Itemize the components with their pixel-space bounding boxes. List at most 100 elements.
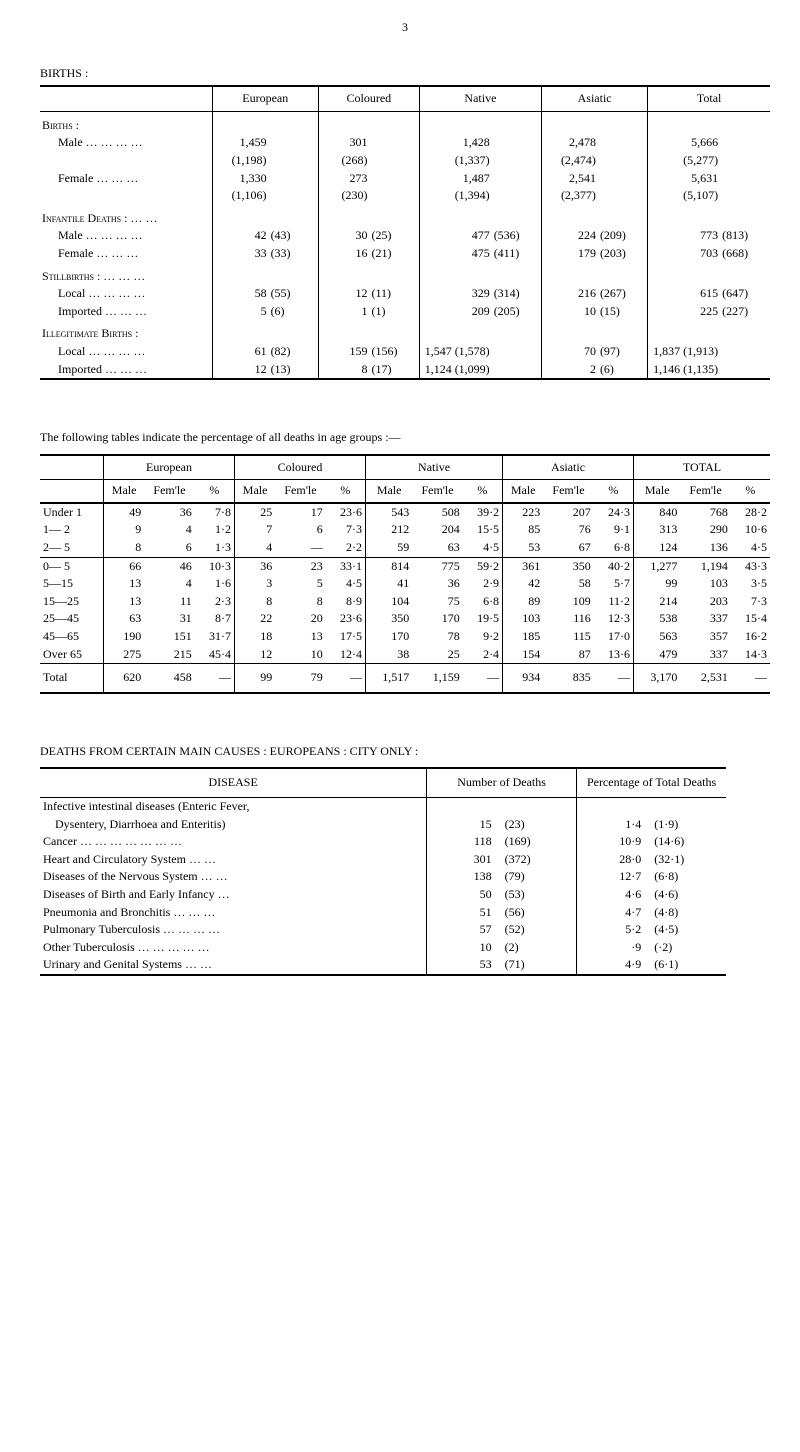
cell: 79 [275,664,325,693]
cell-value: 5,631 [648,170,722,188]
cell: 190 [104,628,145,646]
subcol-%: % [594,480,634,503]
cell: 620 [104,664,145,693]
cell: 3 [235,575,276,593]
col-number-deaths: Number of Deaths [427,768,577,797]
cell: 63 [412,539,462,557]
cell: 8 [275,593,325,611]
cell-paren [494,361,542,380]
disease-name: Diseases of Birth and Early Infancy … [40,886,427,904]
cell-value: 159 [318,343,371,361]
cell: 5 [275,575,325,593]
cell: 212 [366,521,413,539]
cell-paren: (43) [271,227,319,245]
pct-deaths-paren: (6·1) [651,956,726,975]
disease-name: Dysentery, Diarrhoea and Enteritis) [40,816,427,834]
cell: 24·3 [594,503,634,522]
cell-paren: (668) [722,245,770,263]
cell: 36 [235,557,276,575]
cell-value: (2,474) [542,152,600,170]
cell: 14·3 [731,646,770,664]
age-row-label: Over 65 [40,646,104,664]
cell: 23 [275,557,325,575]
cell: 23·6 [326,503,366,522]
cell: 8·9 [326,593,366,611]
group-header: Stillbirths : … … … [40,263,212,286]
cell-value: 209 [419,303,493,321]
num-deaths: 301 [427,851,502,869]
cell: 17·0 [594,628,634,646]
cell: 275 [104,646,145,664]
cell-paren [722,187,770,205]
subcol-fem'le: Fem'le [275,480,325,503]
cell: 49 [104,503,145,522]
pct-deaths: 5·2 [576,921,651,939]
cell: 58 [543,575,593,593]
num-deaths-paren: (2) [502,939,577,957]
age-row-label: 5—15 [40,575,104,593]
cell: 9·2 [463,628,503,646]
cell: 11·2 [594,593,634,611]
cell: 934 [503,664,544,693]
cell: 59·2 [463,557,503,575]
num-deaths-paren: (56) [502,904,577,922]
num-deaths-paren: (79) [502,868,577,886]
cell: 13 [275,628,325,646]
block-total: TOTAL [634,455,770,480]
section-label-deaths-causes: DEATHS FROM CERTAIN MAIN CAUSES : EUROPE… [40,744,770,760]
cell-value: 225 [648,303,722,321]
group-header: Illegitimate Births : [40,320,212,343]
cell: 6·8 [594,539,634,557]
row-label [40,187,199,205]
cell: 99 [634,575,681,593]
page-number: 3 [40,20,770,36]
cell: 4·5 [326,575,366,593]
cell: 46 [144,557,194,575]
pct-deaths: ·9 [576,939,651,957]
num-deaths [427,798,502,816]
cell-value: 273 [318,170,371,188]
age-row-label: 2— 5 [40,539,104,557]
cell: 89 [503,593,544,611]
cell-value: (5,277) [648,152,722,170]
age-row-label: Under 1 [40,503,104,522]
cell: 508 [412,503,462,522]
cell: 25 [235,503,276,522]
cell: 116 [543,610,593,628]
cell-value: 329 [419,285,493,303]
cell-paren: (97) [600,343,648,361]
cell-value: 33 [212,245,270,263]
births-table: European Coloured Native Asiatic Total B… [40,85,770,380]
cell: 170 [412,610,462,628]
cell: 204 [412,521,462,539]
deaths-causes-table: DISEASE Number of Deaths Percentage of T… [40,767,726,976]
cell: 22 [235,610,276,628]
cell-value: 42 [212,227,270,245]
cell: 479 [634,646,681,664]
cell: 104 [366,593,413,611]
cell: 12·4 [326,646,366,664]
cell: 8 [235,593,276,611]
cell: 10·3 [195,557,235,575]
num-deaths-paren: (23) [502,816,577,834]
cell: 43·3 [731,557,770,575]
cell-value: 5,666 [648,134,722,152]
cell-value: 1,146 (1,135) [648,361,722,380]
cell-value: (230) [318,187,371,205]
subcol-fem'le: Fem'le [412,480,462,503]
cell: 3·5 [731,575,770,593]
cell: 136 [680,539,730,557]
cell: 9·1 [594,521,634,539]
intertext-age-groups: The following tables indicate the percen… [40,430,770,446]
cell-value: 5 [212,303,270,321]
col-disease: DISEASE [40,768,427,797]
col-native: Native [419,86,541,111]
age-row-label: 25—45 [40,610,104,628]
cell: 99 [235,664,276,693]
cell: 10·6 [731,521,770,539]
cell: 458 [144,664,194,693]
cell-value: 12 [318,285,371,303]
col-asiatic: Asiatic [542,86,648,111]
cell: 75 [412,593,462,611]
subcol-%: % [326,480,366,503]
